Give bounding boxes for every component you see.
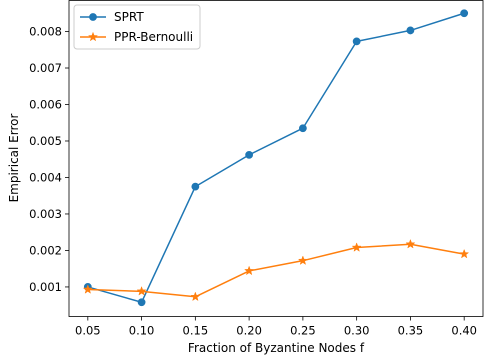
data-point-sprt (352, 37, 361, 46)
series-line-ppr-bernoulli (87, 243, 465, 298)
data-point-ppr-bernoulli (297, 255, 308, 265)
legend-marker-ppr-bernoulli (87, 31, 99, 42)
x-tick-label: 0.30 (344, 324, 370, 338)
x-axis-label: Fraction of Byzantine Nodes f (188, 341, 365, 355)
plot-frame (68, 0, 484, 317)
y-tick-label: 0.007 (29, 61, 62, 75)
legend-box (73, 4, 201, 50)
y-tick-label: 0.008 (29, 25, 62, 39)
x-tick-label: 0.40 (451, 324, 477, 338)
y-axis-label: Empirical Error (7, 114, 21, 203)
legend-label-ppr-bernoulli: PPR-Bernoulli (114, 30, 193, 44)
y-tick-label: 0.005 (29, 134, 62, 148)
x-tick-label: 0.05 (75, 324, 101, 338)
data-point-sprt (298, 124, 307, 133)
y-axis: 0.001 0.002 0.003 0.004 0.005 0.006 0.007 0.008 (29, 25, 69, 294)
data-point-ppr-bernoulli (82, 284, 93, 294)
y-tick-label: 0.002 (29, 243, 62, 257)
x-tick-label: 0.10 (129, 324, 155, 338)
data-point-ppr-bernoulli (459, 248, 470, 259)
y-tick-label: 0.004 (29, 170, 62, 184)
y-tick-label: 0.003 (29, 207, 62, 221)
data-point-ppr-bernoulli (136, 285, 147, 296)
plot-background (69, 0, 483, 317)
data-point-sprt (406, 26, 415, 35)
data-point-ppr-bernoulli (405, 238, 416, 249)
x-tick-label: 0.25 (290, 324, 316, 338)
x-tick-label: 0.35 (398, 324, 424, 338)
y-tick-label: 0.006 (29, 97, 62, 111)
data-point-sprt (137, 298, 146, 307)
data-point-sprt (245, 150, 254, 159)
x-tick-label: 0.20 (236, 324, 262, 338)
x-tick-label: 0.15 (183, 324, 209, 338)
x-axis: 0.05 0.10 0.15 0.20 0.25 0.30 0.35 0.40 (75, 316, 477, 338)
data-point-sprt (191, 182, 200, 191)
data-point-ppr-bernoulli (351, 242, 362, 252)
data-point-ppr-bernoulli (190, 291, 201, 302)
data-point-sprt (460, 9, 469, 18)
legend: SPRT PPR-Bernoulli (73, 4, 201, 50)
data-point-ppr-bernoulli (244, 265, 255, 276)
legend-marker-sprt (89, 13, 97, 21)
y-tick-label: 0.001 (29, 280, 62, 294)
series-line-sprt (87, 12, 465, 304)
series-layer (82, 9, 470, 307)
legend-label-sprt: SPRT (114, 10, 144, 24)
